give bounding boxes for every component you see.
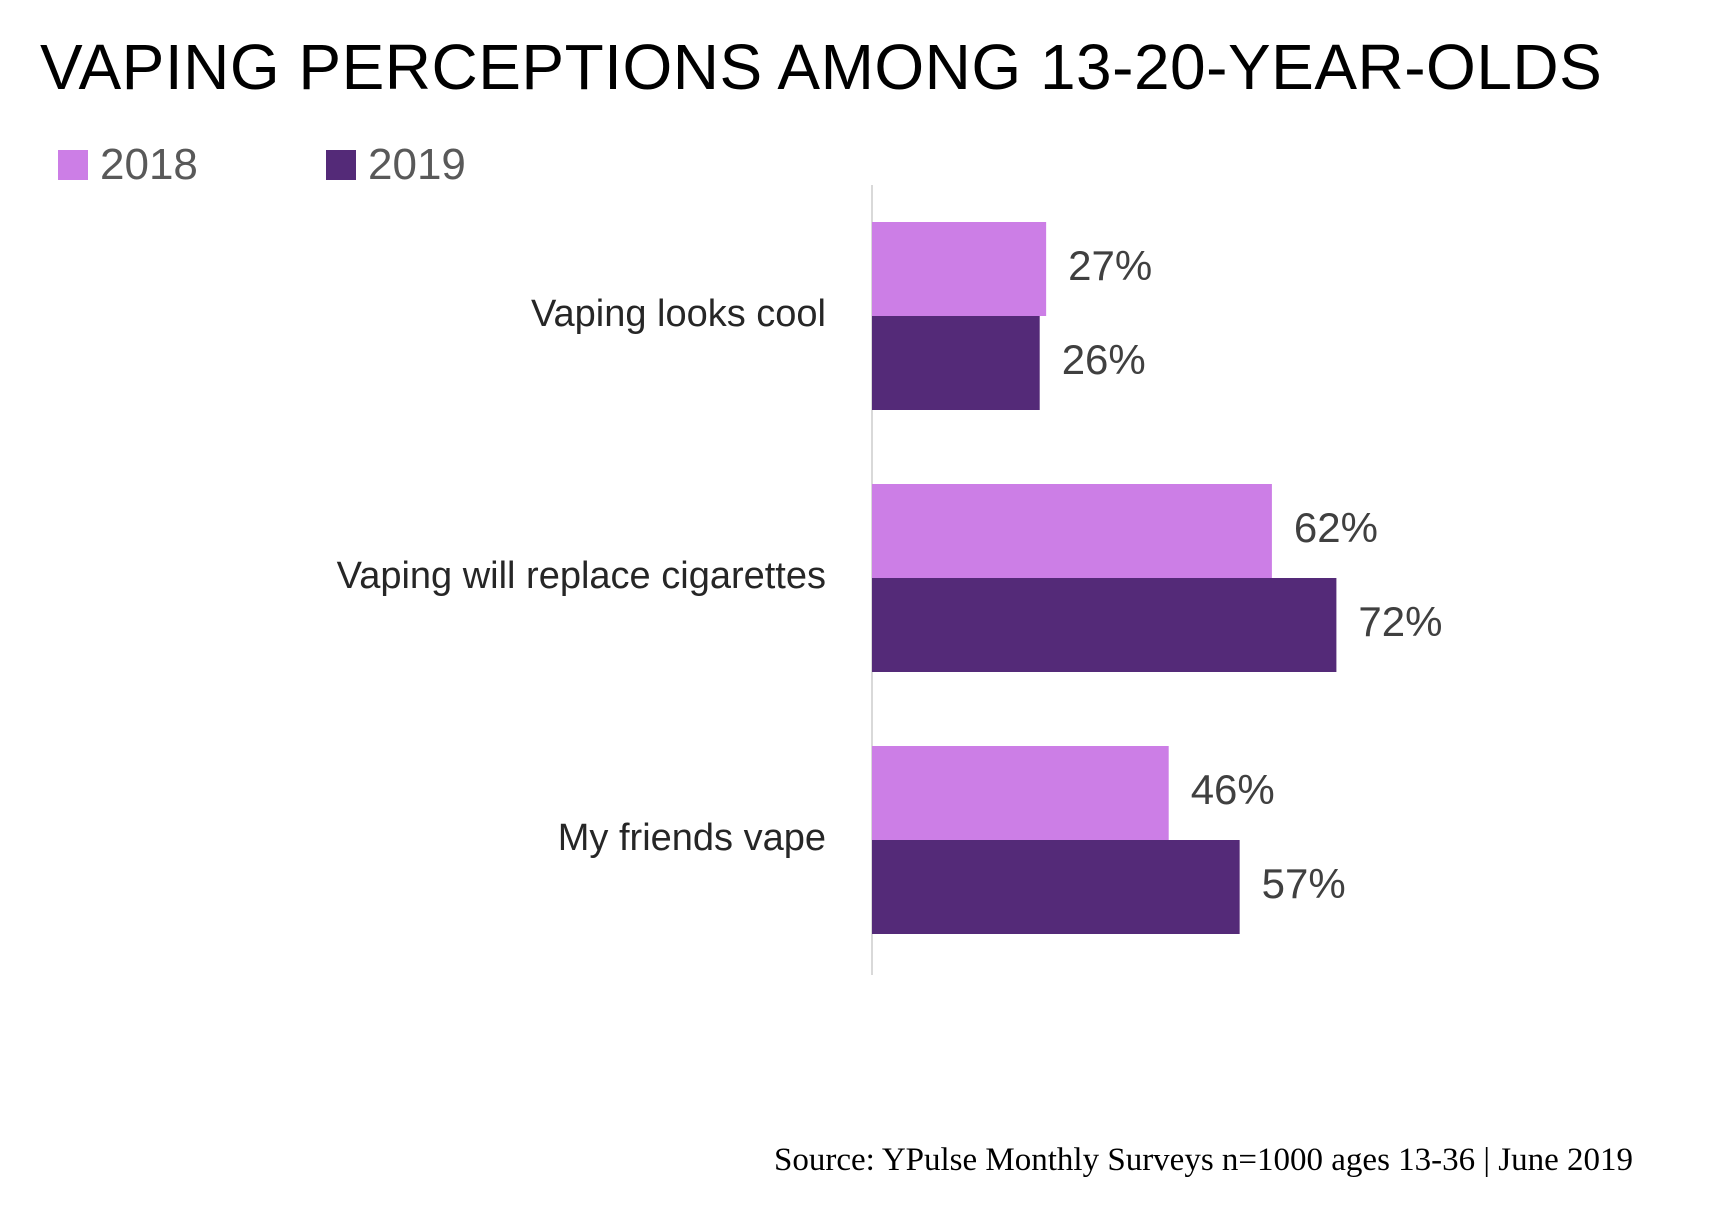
- bar-2018-my-friends-vape: [872, 746, 1169, 840]
- data-label-2018-my-friends-vape: 46%: [1191, 766, 1275, 813]
- data-label-2018-vaping-will-replace-cigarettes: 62%: [1294, 504, 1378, 551]
- legend-item-2019: 2019: [326, 140, 466, 190]
- data-label-2019-vaping-will-replace-cigarettes: 72%: [1358, 598, 1442, 645]
- legend-swatch-2019: [326, 150, 356, 180]
- bar-2019-vaping-looks-cool: [872, 316, 1040, 410]
- category-label-vaping-looks-cool: Vaping looks cool: [531, 293, 826, 335]
- bar-2018-vaping-looks-cool: [872, 222, 1047, 316]
- bar-2018-vaping-will-replace-cigarettes: [872, 484, 1272, 578]
- data-label-2019-my-friends-vape: 57%: [1262, 860, 1346, 907]
- legend-item-2018: 2018: [58, 140, 198, 190]
- chart-title: VAPING PERCEPTIONS AMONG 13-20-YEAR-OLDS: [40, 31, 1603, 103]
- source-note: Source: YPulse Monthly Surveys n=1000 ag…: [773, 1142, 1633, 1178]
- bar-2019-my-friends-vape: [872, 840, 1240, 934]
- legend-swatch-2018: [58, 150, 88, 180]
- legend-label-2019: 2019: [368, 140, 466, 189]
- category-label-vaping-will-replace-cigarettes: Vaping will replace cigarettes: [337, 555, 826, 597]
- data-label-2019-vaping-looks-cool: 26%: [1062, 336, 1146, 383]
- bar-2019-vaping-will-replace-cigarettes: [872, 578, 1337, 672]
- data-label-2018-vaping-looks-cool: 27%: [1068, 242, 1152, 289]
- category-label-my-friends-vape: My friends vape: [558, 817, 826, 859]
- legend-label-2018: 2018: [100, 140, 198, 189]
